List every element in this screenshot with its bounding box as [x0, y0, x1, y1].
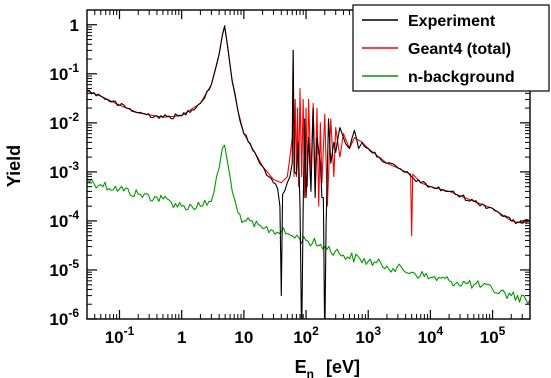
series-layer [87, 25, 530, 319]
x-tick-label: 10-1 [105, 324, 135, 347]
x-tick-label: 1 [177, 328, 186, 347]
y-axis-label: Yield [4, 145, 24, 187]
y-tick-label: 1 [70, 16, 79, 35]
y-tick-label: 10-4 [49, 208, 79, 231]
legend: Experiment Geant4 (total) n-background [352, 4, 550, 92]
legend-label: n-background [408, 69, 515, 86]
x-tick-label: 104 [418, 324, 444, 347]
x-axis-label-subscript: n [307, 367, 314, 378]
x-tick-label: 102 [293, 324, 319, 347]
x-axis-label-main: E [295, 357, 307, 377]
y-tick-label: 10-5 [49, 257, 79, 280]
x-tick-label: 105 [480, 324, 506, 347]
y-tick-label: 10-1 [49, 61, 79, 84]
y-tick-label: 10-6 [49, 306, 79, 329]
series-line-2 [87, 144, 530, 305]
x-tick-label: 103 [355, 324, 381, 347]
x-tick-label: 10 [234, 328, 253, 347]
plot-frame [86, 9, 531, 320]
legend-label: Experiment [408, 13, 496, 30]
legend-label: Geant4 (total) [408, 41, 511, 58]
y-axis: 1 10-1 10-2 10-3 10-4 10-5 10-6 [49, 9, 530, 329]
y-tick-label: 10-2 [49, 110, 79, 133]
x-axis-label-unit: [eV] [326, 357, 360, 377]
series-line-0 [87, 25, 530, 319]
x-axis-label: En [eV] [295, 357, 360, 378]
y-tick-label: 10-3 [49, 159, 79, 182]
